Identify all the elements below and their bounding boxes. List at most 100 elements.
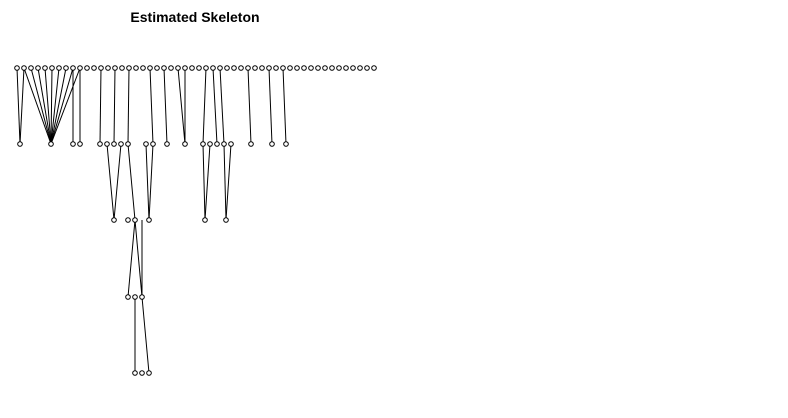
graph-node-level-0: [252, 65, 258, 71]
graph-node-level-0: [154, 65, 160, 71]
graph-node-level-0: [371, 65, 377, 71]
graph-node-level-1: [150, 141, 156, 147]
graph-node-level-0: [35, 65, 41, 71]
graph-node-level-1: [97, 141, 103, 147]
graph-node-level-0: [126, 65, 132, 71]
graph-node-level-1: [283, 141, 289, 147]
graph-edge: [50, 67, 53, 145]
graph-edge: [127, 219, 136, 298]
graph-node-level-4: [139, 370, 145, 376]
graph-edge: [247, 67, 252, 145]
graph-edge: [113, 67, 116, 145]
graph-node-level-0: [56, 65, 62, 71]
graph-node-level-0: [301, 65, 307, 71]
graph-node-level-0: [196, 65, 202, 71]
graph-edge: [106, 143, 115, 221]
graph-node-level-0: [273, 65, 279, 71]
graph-node-level-0: [280, 65, 286, 71]
graph-node-level-1: [182, 141, 188, 147]
graph-node-level-0: [133, 65, 139, 71]
graph-edge: [219, 67, 225, 145]
graph-node-level-0: [336, 65, 342, 71]
graph-node-level-3: [139, 294, 145, 300]
graph-node-level-0: [210, 65, 216, 71]
graph-node-level-0: [238, 65, 244, 71]
graph-node-level-0: [140, 65, 146, 71]
graph-node-level-0: [182, 65, 188, 71]
graph-node-level-0: [161, 65, 167, 71]
graph-node-level-1: [70, 141, 76, 147]
graph-node-level-1: [77, 141, 83, 147]
graph-node-level-2: [202, 217, 208, 223]
graph-edge: [50, 67, 67, 145]
graph-edge: [141, 296, 150, 374]
graph-node-level-0: [91, 65, 97, 71]
graph-node-level-0: [70, 65, 76, 71]
graph-node-level-0: [308, 65, 314, 71]
graph-edge: [134, 219, 143, 298]
graph-node-level-1: [104, 141, 110, 147]
graph-node-level-1: [214, 141, 220, 147]
graph-node-level-1: [118, 141, 124, 147]
graph-edge: [50, 67, 81, 145]
graph-node-level-1: [143, 141, 149, 147]
graph-node-level-0: [63, 65, 69, 71]
graph-node-level-2: [132, 217, 138, 223]
graph-node-level-0: [294, 65, 300, 71]
graph-node-level-0: [287, 65, 293, 71]
graph-node-level-0: [315, 65, 321, 71]
graph-node-level-1: [207, 141, 213, 147]
graph-edge: [37, 67, 52, 145]
graph-node-level-1: [17, 141, 23, 147]
graph-edge: [50, 67, 74, 145]
graph-edge: [19, 67, 25, 145]
graph-edge: [282, 67, 287, 145]
graph-edge: [223, 143, 227, 221]
graph-node-level-2: [111, 217, 117, 223]
graph-node-level-0: [175, 65, 181, 71]
graph-node-level-1: [125, 141, 131, 147]
graph-node-level-0: [84, 65, 90, 71]
graph-node-level-1: [48, 141, 54, 147]
graph-edge: [145, 143, 150, 221]
graph-node-level-0: [119, 65, 125, 71]
graph-node-level-2: [125, 217, 131, 223]
graph-edge: [23, 67, 52, 145]
graph-node-level-0: [245, 65, 251, 71]
graph-edge: [268, 67, 273, 145]
graph-node-level-0: [189, 65, 195, 71]
graph-node-level-4: [146, 370, 152, 376]
graph-node-level-0: [217, 65, 223, 71]
graph-edge: [30, 67, 52, 145]
graph-node-level-0: [231, 65, 237, 71]
graph-node-level-0: [147, 65, 153, 71]
graph-node-level-2: [146, 217, 152, 223]
graph-edge: [149, 67, 154, 145]
graph-edge: [204, 143, 211, 221]
graph-node-level-0: [364, 65, 370, 71]
graph-node-level-1: [111, 141, 117, 147]
graph-node-level-0: [105, 65, 111, 71]
graph-node-level-0: [77, 65, 83, 71]
graph-edge: [225, 143, 232, 221]
graph-node-level-2: [223, 217, 229, 223]
graph-node-level-0: [259, 65, 265, 71]
graph-node-level-0: [266, 65, 272, 71]
graph-node-level-0: [203, 65, 209, 71]
graph-node-level-1: [164, 141, 170, 147]
graph-edge: [212, 67, 218, 145]
graph-node-level-0: [350, 65, 356, 71]
page-title: Estimated Skeleton: [130, 9, 260, 25]
graph-edge: [16, 67, 21, 145]
graph-edge: [44, 67, 52, 145]
graph-node-level-1: [228, 141, 234, 147]
graph-node-level-0: [21, 65, 27, 71]
graph-edge: [202, 143, 206, 221]
graph-node-level-3: [132, 294, 138, 300]
graph-node-level-1: [221, 141, 227, 147]
graph-node-level-3: [125, 294, 131, 300]
graph-node-level-0: [14, 65, 20, 71]
graph-node-level-1: [248, 141, 254, 147]
graph-node-level-0: [357, 65, 363, 71]
